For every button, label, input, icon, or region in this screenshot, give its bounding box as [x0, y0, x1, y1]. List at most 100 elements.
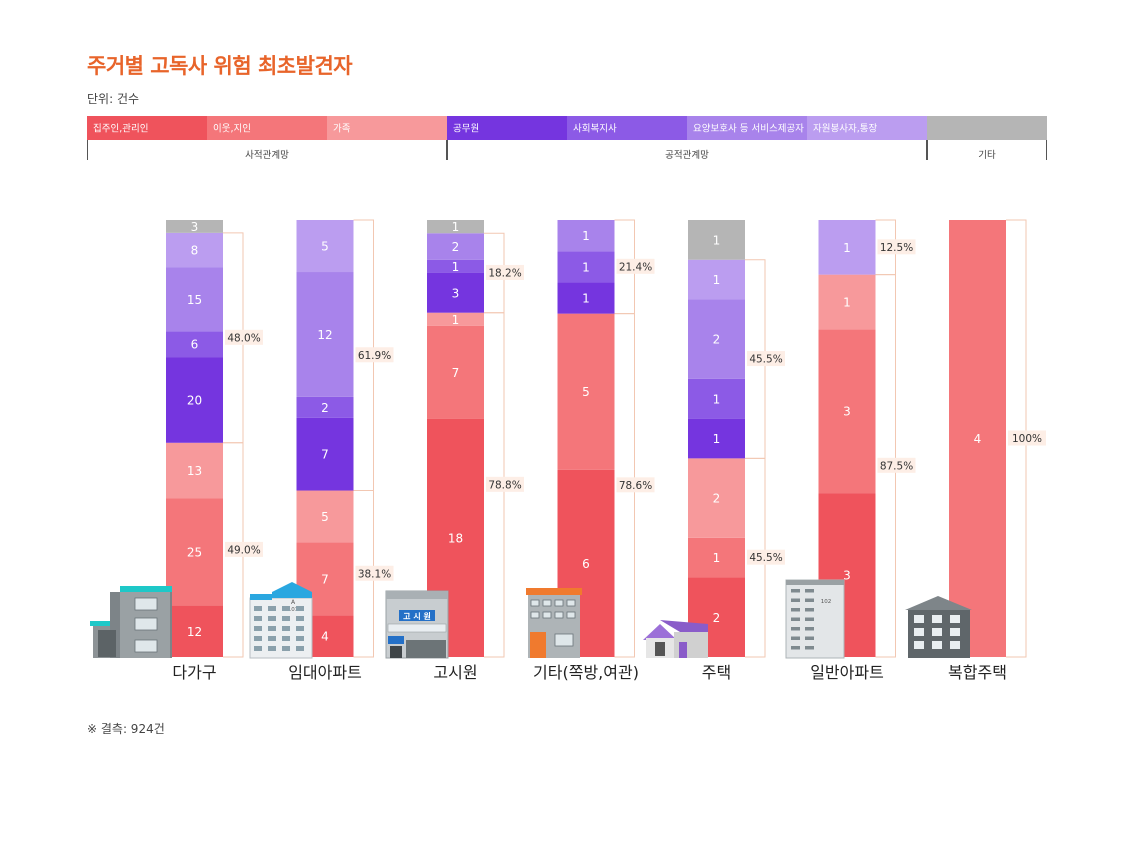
legend-swatch	[927, 116, 1047, 140]
legend-label: 사회복지사	[573, 124, 617, 135]
bar-value-label: 1	[843, 241, 851, 255]
category-label: 다가구	[172, 663, 216, 682]
apartment-illustration: 102	[785, 579, 845, 659]
bar-value-label: 5	[582, 385, 590, 399]
category-label: 주택	[702, 663, 731, 682]
window	[791, 617, 800, 621]
legend: 집주인,관리인 이웃,지인 가족 공무원 사회복지사 요양보호사 등 서비스제공자 자원봉사…	[87, 116, 1047, 161]
chart-title: 주거별 고독사 위험 최초발견자	[87, 54, 353, 78]
door	[98, 630, 116, 657]
window	[566, 599, 576, 607]
window	[655, 642, 665, 656]
bar-value-label: 18	[448, 531, 463, 545]
bar-segment	[688, 537, 745, 578]
bar-segment	[427, 325, 484, 419]
bar-value-label: 4	[974, 432, 982, 446]
window	[805, 617, 814, 621]
category-label: 기타(쪽방,여관)	[533, 663, 639, 682]
bar-segment	[427, 233, 484, 260]
bar-value-label: 20	[187, 393, 202, 407]
window	[254, 636, 262, 641]
roof	[272, 582, 312, 598]
window	[542, 611, 552, 619]
public-label-bg	[355, 347, 394, 363]
window	[932, 641, 942, 649]
bar-value-label: 1	[843, 295, 851, 309]
private-label-bg	[225, 541, 263, 557]
bar-segment	[427, 312, 484, 326]
bar-segment	[166, 498, 223, 606]
roof	[905, 596, 972, 610]
legend-group-label: 기타	[978, 150, 996, 161]
window	[296, 616, 304, 621]
window	[805, 636, 814, 640]
building-number: 101	[288, 607, 299, 613]
legend-swatch	[807, 116, 927, 140]
lodging-illustration	[526, 588, 582, 658]
bar-value-label: 1	[452, 313, 460, 327]
legend-label: 가족	[333, 124, 351, 135]
window	[932, 615, 942, 623]
private-label-bg	[1008, 430, 1046, 446]
window	[791, 608, 800, 612]
bar-segment	[557, 251, 615, 283]
bar-value-label: 7	[321, 448, 329, 462]
public-percent-label: 61.9%	[358, 350, 391, 362]
unit-label: 단위: 건수	[87, 92, 140, 106]
private-percent-label: 87.5%	[880, 460, 913, 472]
window	[805, 608, 814, 612]
bar-value-label: 15	[187, 293, 202, 307]
window	[282, 626, 290, 631]
bar-value-label: 2	[713, 611, 721, 625]
category-label: 임대아파트	[288, 663, 362, 682]
window	[282, 616, 290, 621]
bar-value-label: 1	[582, 229, 590, 243]
bar-value-label: 1	[713, 392, 721, 406]
public-label-bg	[486, 264, 524, 280]
sign-text: 고 시 원	[403, 611, 431, 621]
door	[390, 646, 402, 658]
bars: 122513206158349.0%48.0%다가구4757212538.1%6…	[166, 219, 1046, 682]
roof	[786, 580, 844, 585]
window	[296, 606, 304, 611]
window	[268, 606, 276, 611]
window	[268, 646, 276, 651]
window-strip	[387, 623, 447, 633]
bar-segment	[296, 490, 354, 543]
bar-segment	[166, 267, 223, 332]
private-percent-label: 49.0%	[227, 544, 260, 556]
window	[296, 646, 304, 651]
bar-value-label: 7	[452, 366, 460, 380]
bar-value-label: 8	[191, 243, 199, 257]
door	[679, 642, 687, 658]
category-label: 일반아파트	[810, 663, 884, 682]
bar-segment	[557, 282, 615, 314]
bar-segment	[427, 220, 484, 234]
public-percent-label: 18.2%	[488, 267, 521, 279]
window	[254, 646, 262, 651]
roof-trim	[90, 621, 126, 626]
window	[296, 626, 304, 631]
door	[530, 632, 546, 658]
bar-value-label: 3	[191, 220, 199, 234]
window	[554, 599, 564, 607]
legend-swatch	[327, 116, 447, 140]
private-percent-label: 100%	[1012, 433, 1042, 445]
window	[566, 611, 576, 619]
public-label-bg	[225, 329, 263, 345]
window	[805, 627, 814, 631]
window	[282, 606, 290, 611]
bar-segment	[688, 418, 745, 459]
public-label-bg	[616, 258, 655, 274]
bar-segment	[296, 417, 354, 491]
category-label: 복합주택	[948, 663, 1007, 682]
window	[530, 599, 540, 607]
public-percent-label: 45.5%	[749, 354, 782, 366]
roof	[640, 620, 708, 640]
window	[914, 615, 924, 623]
private-label-bg	[616, 477, 655, 493]
bar-segment	[166, 220, 223, 233]
bar-segment	[818, 220, 876, 275]
roof-gable	[643, 624, 677, 640]
